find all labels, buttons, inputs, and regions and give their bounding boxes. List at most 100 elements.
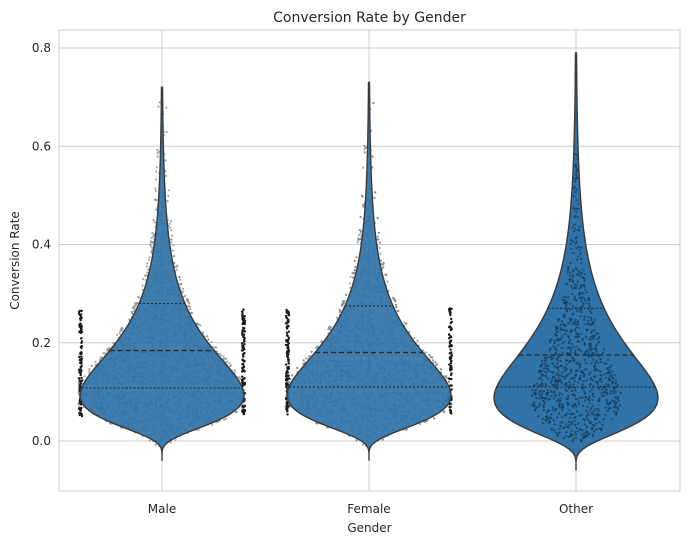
data-point [170, 241, 173, 244]
data-point [222, 355, 225, 358]
data-point [241, 344, 244, 347]
data-point [164, 159, 167, 162]
data-point [379, 252, 382, 255]
data-point [360, 194, 364, 197]
data-point [137, 295, 140, 298]
data-point [448, 352, 451, 355]
data-point [154, 187, 157, 190]
data-point [220, 354, 223, 357]
data-point [80, 337, 83, 340]
data-point [450, 365, 453, 369]
data-point [167, 194, 170, 197]
data-point [157, 105, 160, 108]
data-point [79, 318, 82, 322]
data-point [285, 406, 288, 409]
data-point [151, 231, 154, 235]
data-point [79, 402, 82, 405]
data-point [285, 340, 288, 343]
data-point [78, 361, 82, 364]
data-point [152, 235, 155, 238]
data-point [211, 423, 214, 426]
data-point [359, 238, 362, 241]
data-point [364, 146, 367, 149]
data-point [135, 301, 138, 305]
data-point [285, 316, 288, 319]
data-point [174, 438, 177, 441]
data-point [150, 236, 153, 240]
data-point [226, 360, 229, 363]
data-point [357, 234, 360, 237]
data-point [395, 303, 398, 306]
data-point [197, 323, 200, 326]
data-point [413, 336, 416, 340]
data-point [450, 372, 453, 375]
data-point [342, 302, 345, 305]
data-point [116, 333, 119, 336]
data-point [349, 275, 352, 278]
data-point [286, 371, 289, 374]
data-point [132, 310, 135, 313]
data-point [175, 265, 178, 268]
data-point [148, 256, 151, 259]
data-point [243, 376, 246, 380]
data-point [141, 284, 144, 287]
data-point [228, 362, 231, 365]
data-point [77, 310, 81, 314]
data-point [448, 409, 452, 412]
data-point [373, 196, 376, 199]
data-point [378, 241, 381, 244]
data-point [419, 423, 422, 426]
data-point [449, 343, 453, 347]
data-point [341, 300, 345, 303]
data-point [133, 306, 136, 309]
data-point [83, 375, 86, 378]
data-point [145, 274, 148, 277]
data-point [241, 363, 244, 366]
data-point [287, 381, 291, 384]
data-point [449, 321, 452, 325]
data-point [240, 342, 244, 345]
data-point [287, 358, 290, 362]
data-point [169, 441, 172, 444]
data-point [79, 352, 82, 356]
data-point [234, 411, 237, 414]
data-point [449, 348, 452, 351]
data-point [78, 405, 81, 408]
data-point [88, 368, 91, 371]
data-point [378, 246, 381, 249]
data-point [450, 412, 453, 415]
data-point [439, 368, 442, 371]
data-point [134, 304, 137, 307]
data-point [286, 343, 289, 347]
data-point [94, 360, 97, 363]
data-point [233, 369, 236, 372]
data-point [363, 144, 366, 147]
data-point [285, 331, 289, 334]
data-point [435, 363, 438, 366]
data-point [172, 249, 175, 252]
data-point [142, 278, 145, 281]
data-point [243, 343, 246, 346]
data-point [450, 307, 453, 310]
data-point [243, 330, 247, 333]
data-point [150, 246, 153, 249]
data-point [79, 406, 83, 410]
data-point [242, 365, 245, 368]
data-point [184, 294, 187, 297]
data-point [336, 316, 339, 319]
data-point [106, 348, 109, 351]
data-point [168, 222, 171, 225]
data-point [353, 269, 356, 272]
data-point [397, 309, 400, 312]
data-point [188, 305, 191, 308]
data-point [243, 322, 246, 325]
data-point [80, 313, 83, 316]
data-point [80, 341, 83, 345]
data-point [302, 359, 305, 362]
data-point [449, 335, 452, 338]
data-point [242, 409, 245, 412]
data-point [349, 282, 352, 285]
data-point [355, 439, 358, 442]
data-point [149, 240, 152, 243]
